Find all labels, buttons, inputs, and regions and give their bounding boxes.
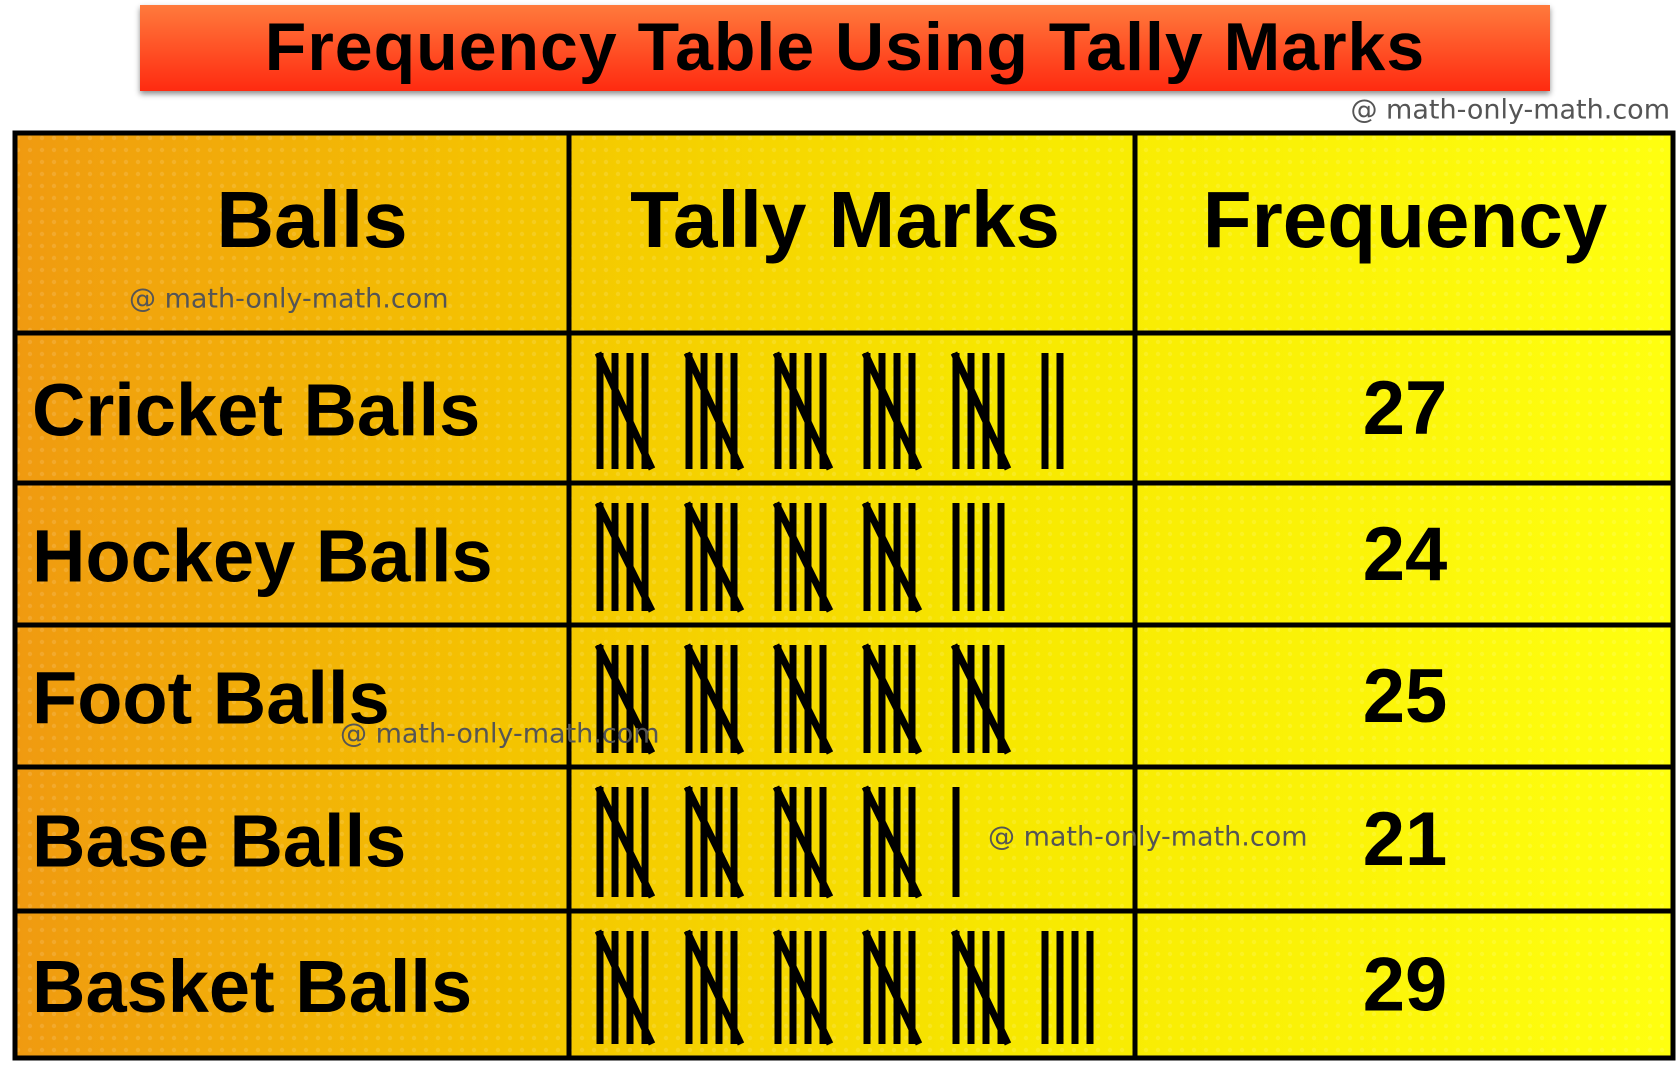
tally-cross	[594, 929, 656, 1046]
header-cell: Tally Marks	[630, 175, 1060, 264]
tally-cross	[861, 785, 923, 899]
ball-name: Basket Balls	[32, 945, 472, 1028]
watermark: @ math-only-math.com	[988, 822, 1308, 853]
tally-cross	[683, 785, 745, 899]
header-cell: Frequency	[1203, 175, 1608, 264]
tally-cross	[683, 643, 745, 755]
tally-cross	[861, 351, 923, 471]
title: Frequency Table Using Tally Marks	[265, 9, 1425, 85]
tally-cross	[861, 929, 923, 1046]
tally-cross	[861, 501, 923, 613]
frequency: 27	[1363, 366, 1448, 451]
frequency: 29	[1363, 943, 1448, 1028]
frequency: 21	[1363, 797, 1448, 882]
ball-name: Base Balls	[32, 800, 406, 883]
tally-cross	[594, 643, 656, 755]
tally-cross	[950, 643, 1012, 755]
tally-cross	[950, 351, 1012, 471]
tally-cross	[594, 501, 656, 613]
tally-cross	[772, 929, 834, 1046]
frequency: 24	[1363, 512, 1448, 597]
ball-name: Foot Balls	[32, 657, 390, 740]
tally-cross	[772, 643, 834, 755]
tally-cross	[950, 929, 1012, 1046]
tally-cross	[772, 501, 834, 613]
frequency: 25	[1363, 654, 1448, 739]
table: Balls Tally Marks Frequency Cricket Balls 27…	[32, 175, 1608, 1046]
tally-cross	[772, 785, 834, 899]
tally-cross	[772, 351, 834, 471]
watermark: @ math-only-math.com	[340, 719, 660, 750]
tally-cross	[594, 351, 656, 471]
tally-marks	[594, 643, 1012, 755]
watermark: @ math-only-math.com	[1350, 95, 1670, 126]
table-border	[12, 130, 1676, 1061]
header-cell: Balls	[216, 175, 407, 264]
ball-name: Hockey Balls	[32, 515, 493, 598]
tally-marks	[594, 501, 1005, 613]
ball-name: Cricket Balls	[32, 369, 480, 452]
tally-marks	[594, 351, 1064, 471]
watermark: @ math-only-math.com	[129, 284, 449, 315]
tally-marks	[594, 785, 960, 899]
table-grid	[12, 130, 1676, 1061]
tally-cross	[594, 785, 656, 899]
tally-cross	[683, 351, 745, 471]
title-banner	[140, 5, 1550, 91]
tally-marks	[594, 929, 1094, 1046]
table-dots	[15, 133, 1673, 1058]
tally-cross	[683, 929, 745, 1046]
tally-cross	[683, 501, 745, 613]
tally-cross	[861, 643, 923, 755]
